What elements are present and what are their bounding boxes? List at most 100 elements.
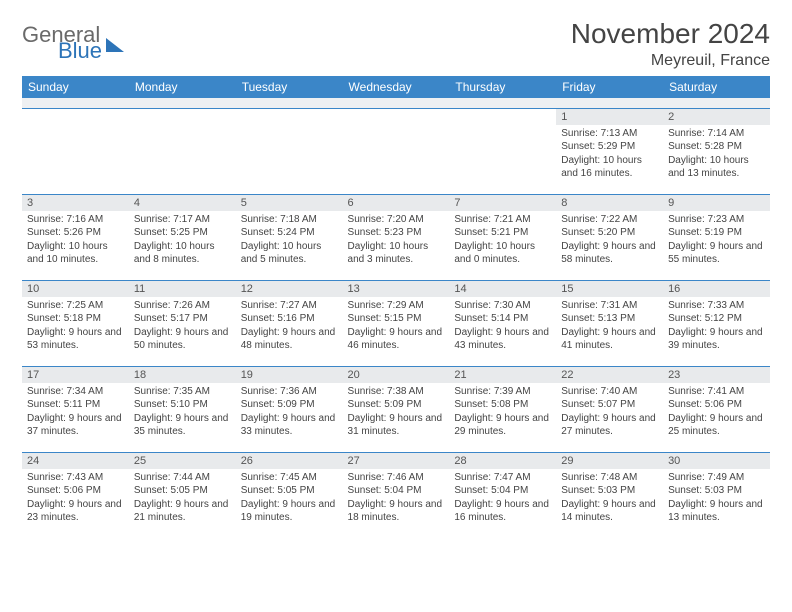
day-details: Sunrise: 7:46 AMSunset: 5:04 PMDaylight:… [343, 469, 450, 529]
day-number: 15 [556, 281, 663, 297]
daylight-line: Daylight: 10 hours and 5 minutes. [241, 240, 338, 267]
day-number: 16 [663, 281, 770, 297]
calendar-day-cell: 7Sunrise: 7:21 AMSunset: 5:21 PMDaylight… [449, 194, 556, 280]
daylight-line: Daylight: 9 hours and 48 minutes. [241, 326, 338, 353]
day-details: Sunrise: 7:31 AMSunset: 5:13 PMDaylight:… [556, 297, 663, 357]
day-number: 25 [129, 453, 236, 469]
calendar-table: Sunday Monday Tuesday Wednesday Thursday… [22, 76, 770, 538]
sunrise-line: Sunrise: 7:46 AM [348, 471, 445, 485]
daylight-line: Daylight: 10 hours and 3 minutes. [348, 240, 445, 267]
calendar-week-row: 24Sunrise: 7:43 AMSunset: 5:06 PMDayligh… [22, 452, 770, 538]
calendar-day-cell: 22Sunrise: 7:40 AMSunset: 5:07 PMDayligh… [556, 366, 663, 452]
day-details: Sunrise: 7:45 AMSunset: 5:05 PMDaylight:… [236, 469, 343, 529]
calendar-day-cell [236, 108, 343, 194]
day-number: 12 [236, 281, 343, 297]
daylight-line: Daylight: 9 hours and 19 minutes. [241, 498, 338, 525]
calendar-day-cell: 20 Sunrise: 7:38 AMSunset: 5:09 PMDayligh… [343, 366, 450, 452]
sunrise-line: Sunrise: 7:18 AM [241, 213, 338, 227]
daylight-line: Daylight: 9 hours and 21 minutes. [134, 498, 231, 525]
weekday-header: Tuesday [236, 76, 343, 98]
calendar-day-cell [22, 108, 129, 194]
sunrise-line: Sunrise: 7:22 AM [561, 213, 658, 227]
daylight-line: Daylight: 9 hours and 31 minutes. [348, 412, 445, 439]
day-details: Sunrise: 7:30 AMSunset: 5:14 PMDaylight:… [449, 297, 556, 357]
day-number: 8 [556, 195, 663, 211]
calendar-day-cell: 27Sunrise: 7:46 AMSunset: 5:04 PMDayligh… [343, 452, 450, 538]
daylight-line: Daylight: 9 hours and 18 minutes. [348, 498, 445, 525]
weekday-header-row: Sunday Monday Tuesday Wednesday Thursday… [22, 76, 770, 98]
calendar-day-cell: 12Sunrise: 7:27 AMSunset: 5:16 PMDayligh… [236, 280, 343, 366]
sunrise-line: Sunrise: 7:14 AM [668, 127, 765, 141]
day-details: Sunrise: 7:43 AMSunset: 5:06 PMDaylight:… [22, 469, 129, 529]
day-number: 20 [343, 367, 450, 383]
sunrise-line: Sunrise: 7:47 AM [454, 471, 551, 485]
sunset-line: Sunset: 5:20 PM [561, 226, 658, 240]
daylight-line: Daylight: 9 hours and 13 minutes. [668, 498, 765, 525]
title-block: November 2024 Meyreuil, France [571, 18, 770, 70]
daylight-line: Daylight: 9 hours and 33 minutes. [241, 412, 338, 439]
calendar-day-cell: 5Sunrise: 7:18 AMSunset: 5:24 PMDaylight… [236, 194, 343, 280]
daylight-line: Daylight: 9 hours and 16 minutes. [454, 498, 551, 525]
sunset-line: Sunset: 5:16 PM [241, 312, 338, 326]
day-number: 30 [663, 453, 770, 469]
sunrise-line: Sunrise: 7:48 AM [561, 471, 658, 485]
sunrise-line: Sunrise: 7:29 AM [348, 299, 445, 313]
calendar-day-cell: 11Sunrise: 7:26 AMSunset: 5:17 PMDayligh… [129, 280, 236, 366]
day-number: 3 [22, 195, 129, 211]
day-number: 17 [22, 367, 129, 383]
sunset-line: Sunset: 5:23 PM [348, 226, 445, 240]
day-details: Sunrise: 7:36 AMSunset: 5:09 PMDaylight:… [236, 383, 343, 443]
sunrise-line: Sunrise: 7:38 AM [348, 385, 445, 399]
calendar-day-cell [449, 108, 556, 194]
sunrise-line: Sunrise: 7:35 AM [134, 385, 231, 399]
sunset-line: Sunset: 5:13 PM [561, 312, 658, 326]
calendar-week-row: 3Sunrise: 7:16 AMSunset: 5:26 PMDaylight… [22, 194, 770, 280]
header: General Blue November 2024 Meyreuil, Fra… [22, 18, 770, 70]
sunrise-line: Sunrise: 7:33 AM [668, 299, 765, 313]
sunset-line: Sunset: 5:10 PM [134, 398, 231, 412]
weekday-header: Friday [556, 76, 663, 98]
calendar-day-cell: 28Sunrise: 7:47 AMSunset: 5:04 PMDayligh… [449, 452, 556, 538]
day-number: 23 [663, 367, 770, 383]
day-details: Sunrise: 7:17 AMSunset: 5:25 PMDaylight:… [129, 211, 236, 271]
calendar-day-cell: 1Sunrise: 7:13 AMSunset: 5:29 PMDaylight… [556, 108, 663, 194]
sunset-line: Sunset: 5:05 PM [241, 484, 338, 498]
day-details: Sunrise: 7:35 AMSunset: 5:10 PMDaylight:… [129, 383, 236, 443]
calendar-day-cell: 14Sunrise: 7:30 AMSunset: 5:14 PMDayligh… [449, 280, 556, 366]
daylight-line: Daylight: 9 hours and 55 minutes. [668, 240, 765, 267]
sunset-line: Sunset: 5:17 PM [134, 312, 231, 326]
sunset-line: Sunset: 5:19 PM [668, 226, 765, 240]
daylight-line: Daylight: 10 hours and 10 minutes. [27, 240, 124, 267]
daylight-line: Daylight: 10 hours and 8 minutes. [134, 240, 231, 267]
sunset-line: Sunset: 5:03 PM [561, 484, 658, 498]
sunset-line: Sunset: 5:09 PM [348, 398, 445, 412]
sunset-line: Sunset: 5:12 PM [668, 312, 765, 326]
day-details: Sunrise: 7:44 AMSunset: 5:05 PMDaylight:… [129, 469, 236, 529]
weekday-header: Monday [129, 76, 236, 98]
day-details: Sunrise: 7:14 AMSunset: 5:28 PMDaylight:… [663, 125, 770, 185]
day-number: 26 [236, 453, 343, 469]
day-details: Sunrise: 7:41 AMSunset: 5:06 PMDaylight:… [663, 383, 770, 443]
daylight-line: Daylight: 9 hours and 43 minutes. [454, 326, 551, 353]
sunrise-line: Sunrise: 7:41 AM [668, 385, 765, 399]
daylight-line: Daylight: 9 hours and 58 minutes. [561, 240, 658, 267]
calendar-day-cell: 26Sunrise: 7:45 AMSunset: 5:05 PMDayligh… [236, 452, 343, 538]
daylight-line: Daylight: 9 hours and 23 minutes. [27, 498, 124, 525]
day-number: 28 [449, 453, 556, 469]
calendar-day-cell: 25Sunrise: 7:44 AMSunset: 5:05 PMDayligh… [129, 452, 236, 538]
day-number: 6 [343, 195, 450, 211]
day-number: 7 [449, 195, 556, 211]
sunrise-line: Sunrise: 7:31 AM [561, 299, 658, 313]
sunset-line: Sunset: 5:28 PM [668, 140, 765, 154]
day-number: 27 [343, 453, 450, 469]
day-number: 14 [449, 281, 556, 297]
sunset-line: Sunset: 5:26 PM [27, 226, 124, 240]
daylight-line: Daylight: 9 hours and 50 minutes. [134, 326, 231, 353]
calendar-day-cell: 19Sunrise: 7:36 AMSunset: 5:09 PMDayligh… [236, 366, 343, 452]
sunrise-line: Sunrise: 7:17 AM [134, 213, 231, 227]
weekday-header: Sunday [22, 76, 129, 98]
sunrise-line: Sunrise: 7:21 AM [454, 213, 551, 227]
day-details: Sunrise: 7:47 AMSunset: 5:04 PMDaylight:… [449, 469, 556, 529]
calendar-day-cell: 3Sunrise: 7:16 AMSunset: 5:26 PMDaylight… [22, 194, 129, 280]
day-number: 13 [343, 281, 450, 297]
